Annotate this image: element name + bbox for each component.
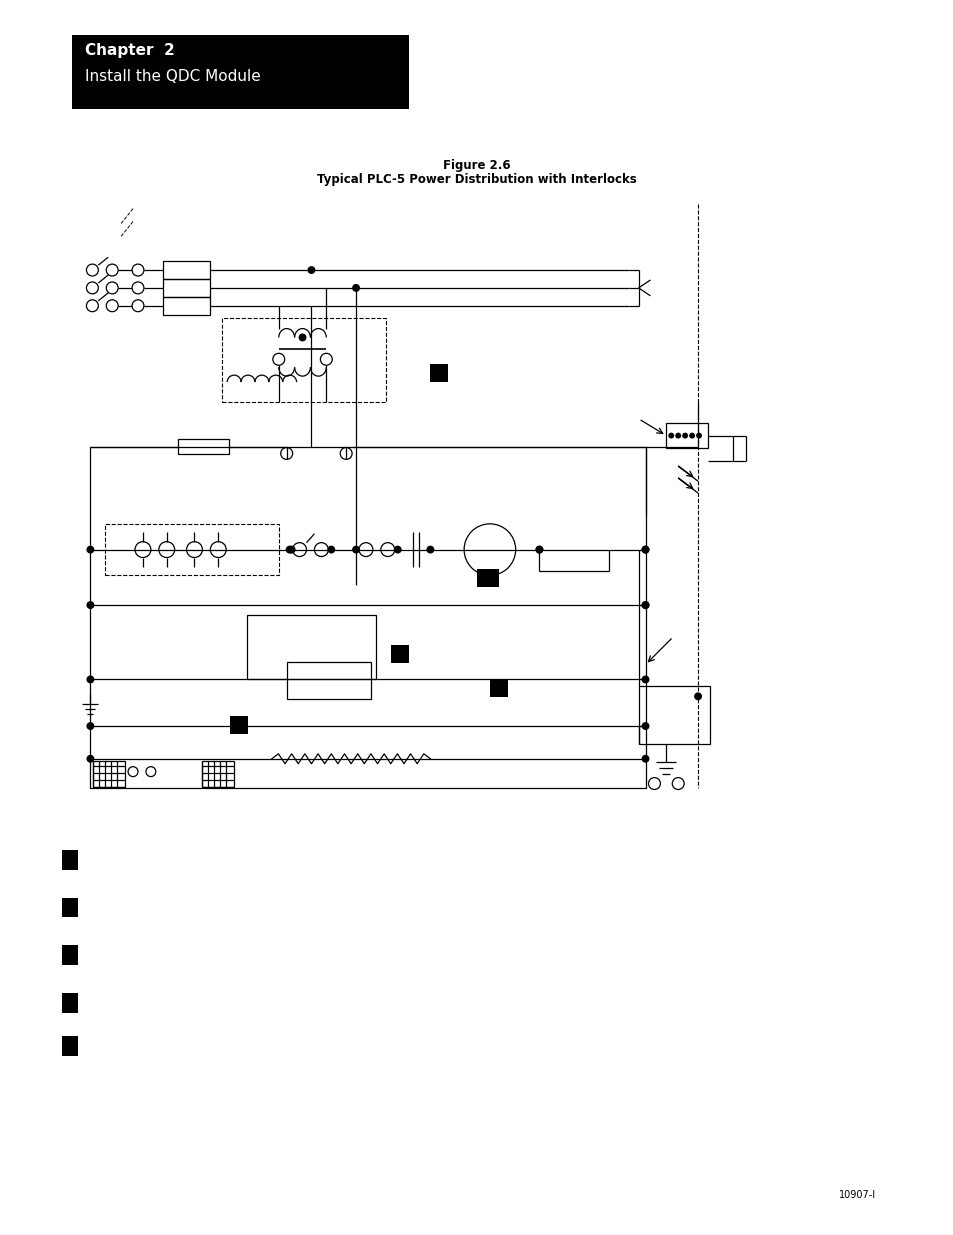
Bar <box>62 993 77 1013</box>
Bar <box>665 422 707 448</box>
Circle shape <box>535 546 543 553</box>
Bar <box>91 447 645 788</box>
Bar <box>105 524 278 576</box>
Bar <box>177 438 229 454</box>
Circle shape <box>535 546 543 553</box>
Bar <box>163 296 210 315</box>
Circle shape <box>87 722 94 730</box>
Bar <box>391 645 408 663</box>
Circle shape <box>327 546 335 553</box>
Circle shape <box>288 546 295 553</box>
Circle shape <box>87 601 94 609</box>
Circle shape <box>87 755 94 763</box>
Circle shape <box>675 432 680 438</box>
Circle shape <box>352 284 359 291</box>
Bar <box>287 662 371 699</box>
Text: 10907-I: 10907-I <box>839 1189 876 1200</box>
Bar <box>490 679 507 698</box>
Bar <box>62 945 77 965</box>
Circle shape <box>285 546 294 553</box>
Circle shape <box>426 546 434 553</box>
Text: Figure 2.6: Figure 2.6 <box>443 159 510 173</box>
Circle shape <box>640 546 649 553</box>
Circle shape <box>640 722 649 730</box>
Circle shape <box>688 432 695 438</box>
Circle shape <box>87 676 94 683</box>
Bar <box>93 761 125 787</box>
Circle shape <box>640 546 649 553</box>
Circle shape <box>352 546 359 553</box>
Circle shape <box>694 693 701 700</box>
Bar <box>222 317 385 401</box>
Circle shape <box>640 601 649 609</box>
Circle shape <box>298 333 306 341</box>
Bar <box>638 687 709 743</box>
Text: Install the QDC Module: Install the QDC Module <box>86 69 261 84</box>
Text: Typical PLC-5 Power Distribution with Interlocks: Typical PLC-5 Power Distribution with In… <box>316 173 637 186</box>
Circle shape <box>681 432 687 438</box>
Bar <box>62 850 77 869</box>
Circle shape <box>640 601 649 609</box>
Bar <box>62 1036 77 1056</box>
Bar <box>476 569 498 588</box>
Circle shape <box>640 676 649 683</box>
Bar <box>247 615 375 679</box>
Text: Chapter  2: Chapter 2 <box>86 42 175 58</box>
Bar <box>71 35 408 110</box>
Circle shape <box>394 546 401 553</box>
Bar <box>430 364 448 382</box>
Circle shape <box>640 755 649 763</box>
Circle shape <box>668 432 674 438</box>
Bar <box>230 716 248 734</box>
Circle shape <box>87 546 94 553</box>
Circle shape <box>307 266 315 274</box>
Bar <box>62 898 77 918</box>
Bar <box>163 261 210 279</box>
Circle shape <box>696 432 701 438</box>
Bar <box>202 761 233 787</box>
Bar <box>163 279 210 296</box>
